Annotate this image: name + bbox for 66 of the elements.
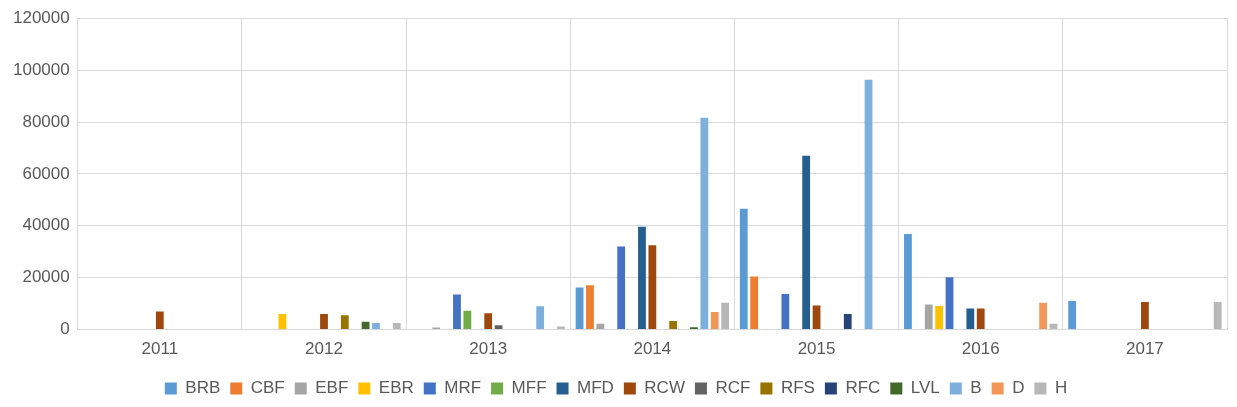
bar <box>320 314 328 330</box>
legend-label: RCF <box>715 378 751 398</box>
bar <box>596 323 605 330</box>
legend-label: LVL <box>910 378 940 398</box>
bar <box>700 117 709 330</box>
bar <box>710 311 719 330</box>
bar <box>721 302 730 330</box>
bar <box>536 306 545 330</box>
bar <box>843 314 852 330</box>
bar <box>1068 301 1077 330</box>
legend-label: H <box>1054 378 1068 398</box>
bar <box>453 294 461 330</box>
bar <box>484 313 493 330</box>
x-tick-label: 2013 <box>469 339 508 359</box>
legend-label: B <box>970 378 982 398</box>
bar <box>1039 302 1048 330</box>
y-tick-label: 80000 <box>22 111 70 131</box>
x-tick-label: 2012 <box>305 339 343 359</box>
bar <box>781 294 790 330</box>
bar <box>976 308 985 330</box>
legend-label: D <box>1012 378 1025 398</box>
bar <box>340 315 349 330</box>
bar <box>1141 302 1149 330</box>
y-tick-label: 120000 <box>12 7 70 27</box>
bar <box>494 325 503 330</box>
bar <box>155 311 164 330</box>
bar <box>372 323 380 330</box>
x-tick-label: 2017 <box>1125 339 1164 359</box>
y-tick-label: 60000 <box>22 163 70 183</box>
x-tick-label: 2016 <box>961 339 1000 359</box>
x-tick-label: 2015 <box>797 339 836 359</box>
bar <box>648 245 657 330</box>
legend-label: MFF <box>511 378 547 398</box>
legend-label: BRB <box>185 378 221 398</box>
bar <box>669 321 678 330</box>
legend-label: RFC <box>845 378 881 398</box>
legend-label: RFS <box>780 378 815 398</box>
bar <box>739 208 748 330</box>
bar <box>904 234 912 330</box>
bar <box>935 305 944 330</box>
legend-label: MRF <box>444 378 482 398</box>
legend-label: CBF <box>250 378 285 398</box>
bar <box>1213 302 1222 330</box>
bar <box>945 277 954 330</box>
y-tick-label: 40000 <box>22 215 70 235</box>
bar <box>586 285 594 330</box>
x-tick-label: 2014 <box>633 339 672 359</box>
bar <box>924 304 933 330</box>
x-tick-label: 2011 <box>141 339 179 359</box>
y-tick-label: 100000 <box>12 59 70 79</box>
bar <box>557 326 565 330</box>
bar <box>802 155 811 330</box>
bar <box>750 276 759 330</box>
bar <box>812 305 821 330</box>
bar <box>463 310 472 330</box>
y-tick-label: 20000 <box>22 267 70 287</box>
legend-label: EBR <box>378 378 414 398</box>
legend-label: MFD <box>577 378 614 398</box>
bar <box>638 226 646 330</box>
bar <box>966 308 975 330</box>
bar <box>617 246 626 330</box>
legend-label: EBF <box>315 378 349 398</box>
bar <box>864 79 873 330</box>
legend-label: RCW <box>644 378 685 398</box>
y-tick-label: 0 <box>60 319 70 339</box>
bar <box>392 323 401 330</box>
